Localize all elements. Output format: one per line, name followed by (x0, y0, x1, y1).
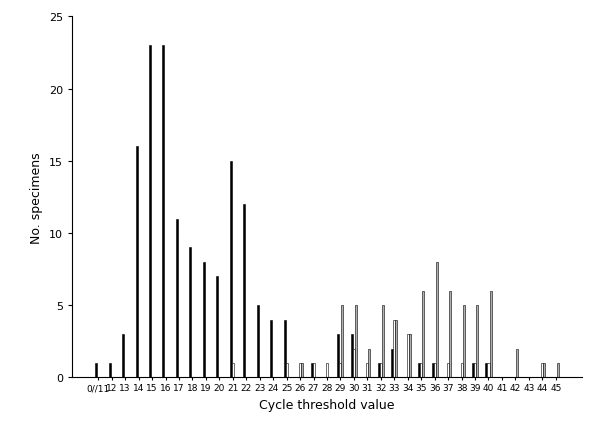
Bar (544, 363, 545, 378)
Bar (95, 363, 97, 378)
Bar (490, 291, 491, 378)
Bar (463, 306, 464, 378)
Bar (109, 363, 110, 378)
Bar (243, 205, 245, 378)
Bar (447, 363, 449, 378)
Bar (337, 334, 340, 378)
Bar (284, 320, 286, 378)
Bar (190, 248, 191, 378)
Bar (270, 320, 272, 378)
Bar (378, 363, 380, 378)
Bar (436, 262, 437, 378)
Bar (217, 277, 218, 378)
Bar (136, 147, 137, 378)
Bar (485, 363, 487, 378)
Bar (257, 306, 259, 378)
Bar (420, 363, 422, 378)
Bar (299, 363, 301, 378)
Bar (449, 291, 451, 378)
Bar (311, 363, 313, 378)
Bar (230, 161, 232, 378)
Bar (232, 363, 234, 378)
Bar (391, 349, 393, 378)
Bar (380, 363, 382, 378)
Bar (286, 363, 287, 378)
X-axis label: Cycle threshold value: Cycle threshold value (259, 398, 395, 411)
Bar (122, 334, 124, 378)
Bar (203, 262, 205, 378)
Bar (418, 363, 420, 378)
Bar (474, 363, 476, 378)
Bar (367, 363, 368, 378)
Bar (407, 334, 409, 378)
Bar (476, 306, 478, 378)
Bar (149, 46, 151, 378)
Bar (422, 291, 424, 378)
Bar (163, 46, 164, 378)
Bar (341, 306, 343, 378)
Bar (393, 320, 395, 378)
Bar (368, 349, 370, 378)
Bar (409, 334, 411, 378)
Bar (487, 363, 490, 378)
Bar (517, 349, 518, 378)
Bar (355, 306, 357, 378)
Y-axis label: No. specimens: No. specimens (30, 152, 43, 243)
Bar (541, 363, 544, 378)
Bar (326, 363, 328, 378)
Bar (176, 219, 178, 378)
Bar (395, 320, 397, 378)
Bar (340, 363, 341, 378)
Bar (461, 363, 463, 378)
Bar (434, 363, 436, 378)
Bar (301, 363, 303, 378)
Bar (353, 349, 355, 378)
Bar (557, 363, 559, 378)
Bar (472, 363, 474, 378)
Bar (313, 363, 314, 378)
Bar (431, 363, 434, 378)
Bar (351, 334, 353, 378)
Bar (382, 306, 384, 378)
